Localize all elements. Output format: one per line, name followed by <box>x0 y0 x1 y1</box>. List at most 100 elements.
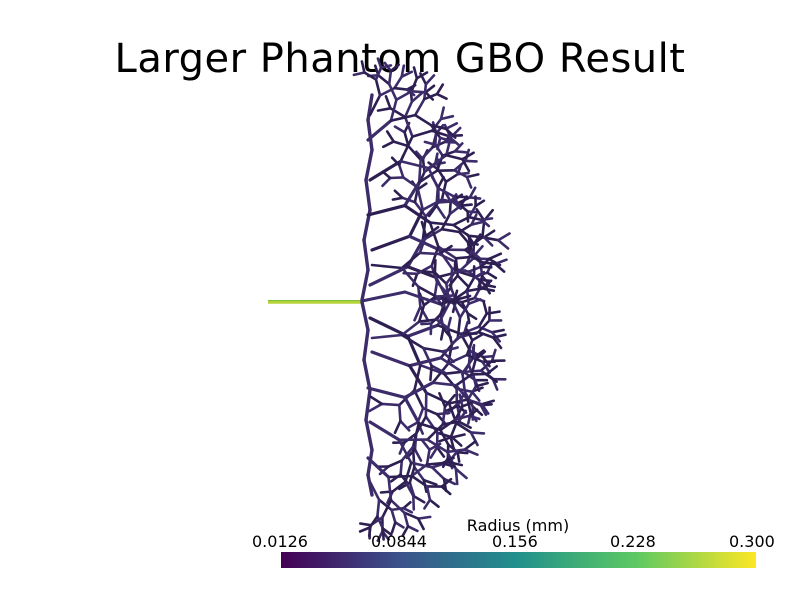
vessel-segment <box>463 236 484 252</box>
vessel-segment <box>418 292 426 307</box>
vessel-segment <box>453 269 467 274</box>
vessel-segment <box>366 473 374 497</box>
vessel-segment <box>439 114 455 121</box>
colorbar-title: Radius (mm) <box>466 516 570 535</box>
vessel-segment <box>404 461 413 484</box>
vessel-segment <box>435 446 446 458</box>
vessel-segment <box>461 157 471 173</box>
vessel-segment <box>403 381 435 399</box>
vessel-segment <box>481 354 495 359</box>
colorbar-tick-label: 0.228 <box>610 532 656 551</box>
vessel-segment <box>403 204 432 225</box>
vessel-segment <box>448 274 460 287</box>
vessel-segment <box>413 305 422 322</box>
vessel-segment <box>485 372 498 384</box>
vessel-segment <box>437 252 455 262</box>
vessel-segment <box>381 498 393 519</box>
vessel-segment <box>431 362 450 385</box>
vessel-segment <box>453 169 469 179</box>
vessel-segment <box>416 517 425 531</box>
vessel-segment <box>440 227 461 234</box>
vessel-segment <box>378 86 396 97</box>
vessel-segment <box>393 125 406 134</box>
vessel-segment <box>440 485 452 496</box>
vessel-segment <box>393 75 404 90</box>
vessel-segment <box>454 404 464 421</box>
vessel-segment <box>417 318 439 323</box>
vessel-segment <box>413 97 426 117</box>
vessel-segment <box>464 276 476 293</box>
vessel-segment <box>440 346 459 353</box>
vessel-segment <box>471 346 477 362</box>
vessel-segment <box>466 398 484 406</box>
vessel-segment <box>470 220 484 226</box>
vessel-segment <box>477 312 489 329</box>
vessel-segment <box>417 169 439 184</box>
vessel-segment <box>433 258 437 274</box>
vessel-segment <box>452 195 462 210</box>
vessel-segment <box>435 307 446 321</box>
vessel-segment <box>388 176 405 180</box>
vessel-segment <box>393 189 404 200</box>
vessel-segment <box>376 57 383 69</box>
vessel-segment <box>434 143 444 157</box>
vessel-segment <box>485 365 499 376</box>
vessel-segment <box>444 172 460 184</box>
vessel-segment <box>443 393 456 408</box>
vessel-segment <box>381 527 385 541</box>
vessel-segment <box>462 320 469 335</box>
vessel-segment <box>467 204 477 219</box>
vessel-segment <box>366 93 374 122</box>
vessel-segment <box>454 467 468 480</box>
vessel-segment <box>390 506 405 512</box>
vessel-segment <box>393 419 402 435</box>
vessel-segment <box>412 66 419 80</box>
vessel-segment <box>480 399 496 406</box>
vessel-segment <box>419 72 428 86</box>
vessel-segment <box>413 188 419 204</box>
vessel-segment <box>421 198 444 212</box>
vessel-segment <box>427 153 448 170</box>
vessel-segment <box>390 521 397 534</box>
vessel-segment <box>467 408 479 418</box>
vessel-segment <box>379 64 393 69</box>
vessel-segment <box>368 514 379 529</box>
vessel-segment <box>422 478 438 486</box>
vessel-segment <box>468 186 477 199</box>
vessel-segment <box>369 395 384 406</box>
vessel-segment <box>352 71 366 77</box>
vessel-segment <box>368 94 382 117</box>
vessel-segment <box>385 130 396 143</box>
vessel-segment <box>368 265 410 287</box>
vessel-segment <box>458 302 471 319</box>
vessel-segment <box>456 274 470 288</box>
vessel-segment <box>467 234 486 239</box>
vessel-segment <box>399 459 404 476</box>
vessel-segment <box>428 221 440 248</box>
vessel-segment <box>482 300 489 315</box>
vessel-segment <box>470 332 485 342</box>
vessel-segment <box>368 480 381 502</box>
vessel-segment <box>389 98 398 122</box>
vessel-segment <box>407 144 423 162</box>
vessel-segment <box>413 113 433 127</box>
vessel-segment <box>402 511 410 528</box>
vessel-segment <box>441 405 447 426</box>
vessel-segment <box>469 431 479 447</box>
vessel-segment <box>476 319 491 334</box>
vessel-segment <box>400 320 421 337</box>
vessel-segment <box>403 180 421 208</box>
vessel-segment <box>436 431 454 439</box>
vessel-segment <box>424 225 440 238</box>
vessel-segment <box>427 166 440 190</box>
vessel-segment <box>406 524 419 533</box>
vessel-segment <box>493 262 506 273</box>
vessel-segment <box>387 475 393 502</box>
vessel-segment <box>397 481 412 491</box>
vessel-segment <box>416 515 432 520</box>
vessel-segment <box>436 245 458 260</box>
vessel-segment <box>446 342 454 365</box>
vessel-segment <box>399 159 430 170</box>
vessel-segment <box>422 346 444 353</box>
vessel-segment <box>490 328 505 334</box>
